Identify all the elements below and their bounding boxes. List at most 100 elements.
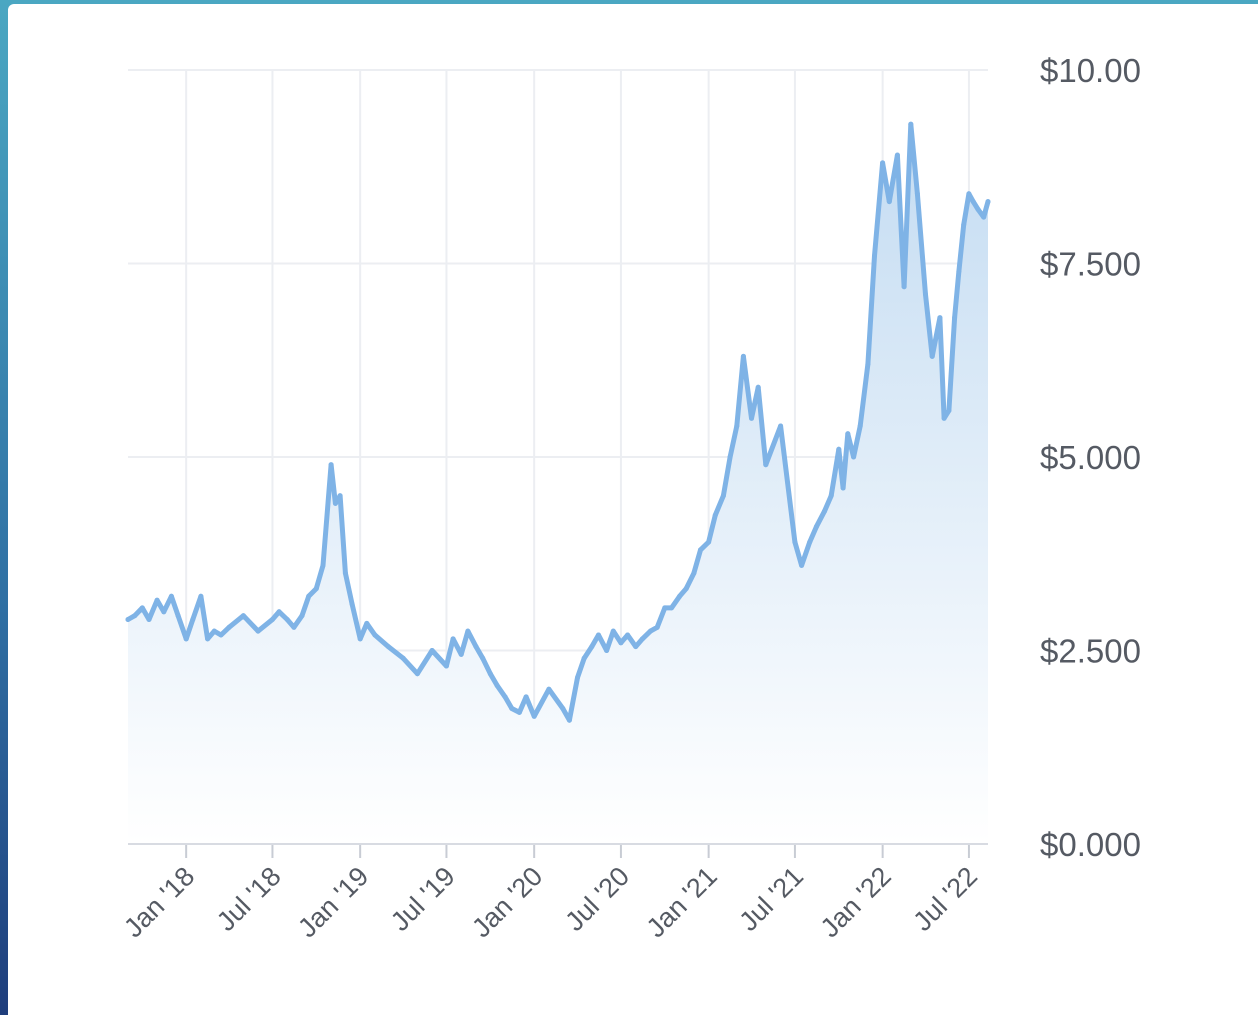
data-point [610, 628, 616, 634]
x-tick-label: Jul '20 [559, 861, 635, 937]
data-point [276, 609, 282, 615]
data-point [712, 512, 718, 518]
data-point [720, 493, 726, 499]
data-point [531, 713, 537, 719]
x-tick-label: Jul '19 [385, 861, 461, 937]
data-point [255, 628, 261, 634]
data-point [332, 500, 338, 506]
axes [128, 843, 988, 858]
data-point [175, 613, 181, 619]
data-point [546, 686, 552, 692]
data-point [494, 682, 500, 688]
data-point [901, 284, 907, 290]
data-point [923, 292, 928, 297]
data-point [205, 636, 211, 642]
data-point [851, 454, 857, 460]
data-point [937, 315, 943, 321]
x-tick-label: Jan '21 [641, 861, 723, 943]
series-area [125, 121, 991, 844]
data-point [198, 593, 204, 599]
data-point [328, 462, 334, 468]
data-point [946, 408, 952, 414]
data-point [284, 617, 290, 622]
data-point [154, 597, 160, 603]
data-point [691, 570, 697, 576]
data-point [914, 191, 920, 197]
data-point [985, 199, 991, 205]
x-tick-label: Jul '18 [211, 861, 287, 937]
data-point [799, 562, 805, 568]
data-point [183, 636, 189, 642]
y-tick-label: $10.00 [1040, 52, 1141, 89]
data-point [385, 644, 391, 650]
x-tick-label: Jul '22 [907, 861, 983, 937]
chart-frame: $0.000 $2.500 $5.000 $7.500 $10.00 Jan '18 Jul… [8, 4, 1258, 1015]
data-point [648, 628, 653, 634]
data-point [952, 315, 958, 321]
data-point [956, 268, 962, 274]
data-point [857, 423, 863, 429]
data-point [604, 648, 610, 653]
data-point [320, 562, 326, 568]
data-point [865, 361, 871, 367]
data-point [168, 593, 174, 599]
data-point [845, 431, 851, 437]
data-point [929, 353, 935, 359]
data-point [975, 206, 981, 212]
data-point [822, 508, 827, 514]
y-tick-label: $0.000 [1040, 826, 1141, 863]
data-point [146, 617, 152, 622]
data-point [364, 620, 370, 626]
y-tick-label: $2.500 [1040, 633, 1141, 670]
data-point [473, 644, 479, 650]
data-point [581, 655, 587, 661]
data-point [872, 253, 877, 259]
data-point [502, 694, 508, 700]
data-point [970, 199, 976, 205]
data-point [218, 632, 224, 638]
data-point [792, 539, 798, 545]
data-point [894, 152, 900, 158]
data-point [161, 609, 167, 615]
data-point [589, 644, 595, 650]
data-point [778, 423, 784, 429]
x-tick-label: Jan '20 [466, 861, 548, 943]
data-point [669, 605, 674, 611]
data-point [734, 423, 740, 429]
data-point [372, 632, 378, 638]
data-point [269, 617, 275, 622]
data-point [299, 613, 305, 619]
data-point [575, 675, 580, 681]
data-point [740, 353, 746, 359]
data-point [966, 191, 972, 197]
x-tick-label: Jan '19 [292, 861, 374, 943]
data-point [633, 644, 639, 650]
y-tick-label: $7.500 [1040, 246, 1141, 283]
data-point [566, 717, 572, 723]
data-point [480, 655, 486, 661]
data-point [813, 524, 819, 530]
data-point [618, 640, 624, 646]
data-point [677, 593, 683, 599]
data-point [755, 384, 761, 390]
data-point [880, 160, 886, 166]
data-point [306, 593, 312, 599]
x-tick-label: Jan '22 [815, 861, 897, 943]
x-tick-label: Jan '18 [118, 861, 200, 943]
data-point [357, 636, 363, 642]
data-point [961, 222, 967, 228]
data-point [886, 199, 892, 205]
data-point [981, 214, 987, 220]
data-point [443, 663, 449, 669]
data-point [523, 694, 529, 700]
data-point [654, 624, 660, 630]
data-point [414, 671, 420, 677]
data-point [450, 636, 456, 642]
y-tick-label: $5.000 [1040, 439, 1141, 476]
data-point [683, 586, 689, 592]
data-point [139, 605, 145, 611]
data-point [698, 547, 703, 553]
data-point [465, 628, 471, 634]
data-point [226, 624, 232, 630]
